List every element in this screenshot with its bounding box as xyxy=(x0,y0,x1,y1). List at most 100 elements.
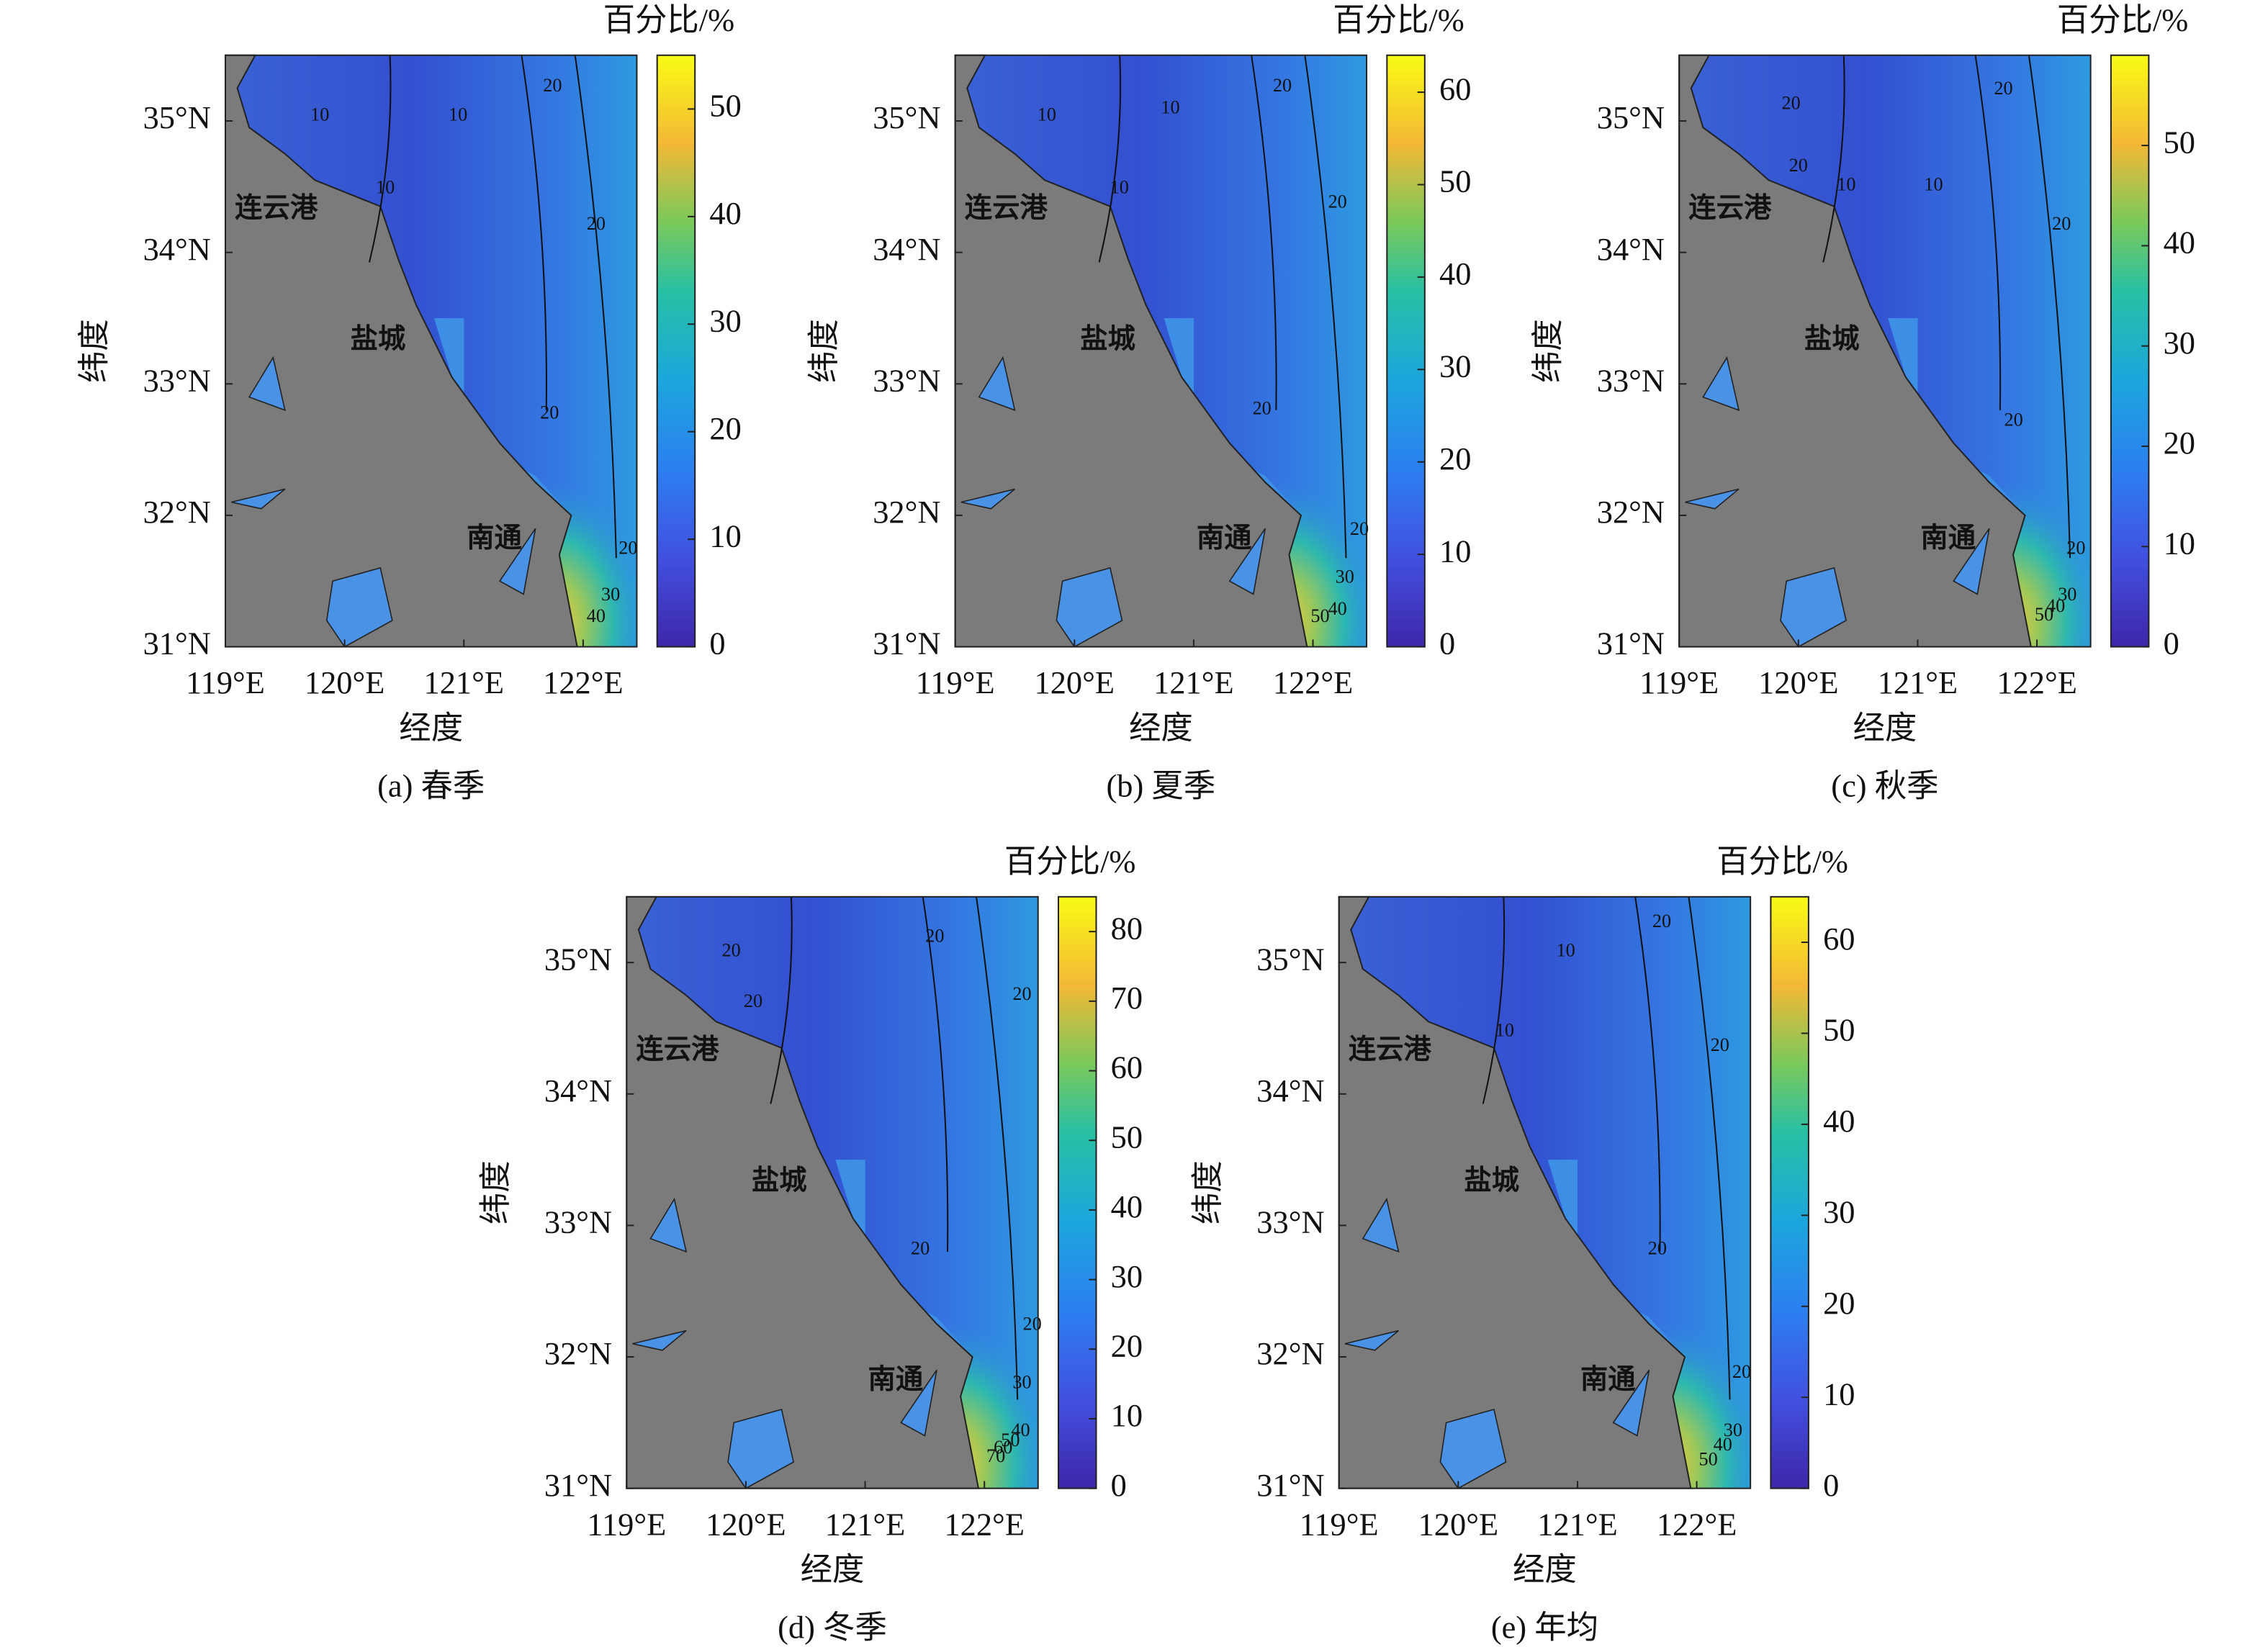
contour-label: 20 xyxy=(1648,1238,1667,1259)
colorbar-tick-label: 0 xyxy=(1439,626,1455,662)
contour-label: 10 xyxy=(1038,104,1056,125)
colorbar xyxy=(1386,54,1426,648)
contour-line xyxy=(976,896,1019,1400)
shallow-zone xyxy=(1164,317,1302,516)
contour-line xyxy=(922,896,949,1252)
y-axis-label: 纬度 xyxy=(1530,319,1566,383)
contour-label: 20 xyxy=(1732,1361,1751,1382)
y-axis-label: 纬度 xyxy=(477,1160,513,1224)
city-label: 南通 xyxy=(1920,523,1976,554)
colorbar-tick-label: 30 xyxy=(1439,348,1471,384)
colorbar-tick-label: 50 xyxy=(709,88,741,124)
contour-label: 70 xyxy=(986,1445,1005,1466)
land xyxy=(225,54,578,648)
contour-label: 10 xyxy=(1837,173,1855,194)
contour-label: 20 xyxy=(2052,213,2071,234)
y-axis-label: 纬度 xyxy=(1189,1160,1225,1224)
colorbar-tick-label: 10 xyxy=(1823,1376,1855,1412)
colorbar-tick-label: 50 xyxy=(1823,1012,1855,1048)
contour-label: 20 xyxy=(1023,1314,1042,1335)
y-tick-label: 33°N xyxy=(1597,362,1665,398)
land xyxy=(626,895,980,1489)
x-tick-label: 121°E xyxy=(1537,1506,1618,1542)
panel-caption: (d) 冬季 xyxy=(778,1610,887,1646)
contour-label: 20 xyxy=(1994,78,2012,99)
colorbar xyxy=(1770,895,1809,1489)
y-tick-label: 31°N xyxy=(873,626,940,662)
y-tick-label: 34°N xyxy=(544,1073,612,1109)
contour-label: 10 xyxy=(1557,940,1575,961)
city-label: 连云港 xyxy=(965,193,1048,224)
x-axis-label: 经度 xyxy=(1129,710,1193,746)
colorbar xyxy=(656,54,696,648)
contour-label: 20 xyxy=(1273,75,1292,96)
y-tick-label: 32°N xyxy=(1597,494,1665,530)
lake xyxy=(649,1197,688,1253)
city-label: 连云港 xyxy=(1688,193,1772,224)
lake xyxy=(900,1369,937,1437)
panel-caption: (b) 夏季 xyxy=(1107,768,1216,804)
contour-line xyxy=(369,55,392,263)
colorbar-tick-label: 70 xyxy=(1111,980,1143,1016)
colorbar-tick-label: 20 xyxy=(2164,425,2195,461)
city-label: 盐城 xyxy=(351,323,406,354)
contour-label: 10 xyxy=(1924,173,1943,194)
contour-label: 20 xyxy=(925,925,944,946)
colorbar-tick-label: 10 xyxy=(709,518,741,554)
contour-label: 30 xyxy=(2058,584,2076,605)
lake xyxy=(978,356,1016,412)
contour-label: 40 xyxy=(1011,1419,1030,1440)
x-tick-label: 119°E xyxy=(1300,1506,1379,1542)
y-tick-label: 31°N xyxy=(1597,626,1665,662)
contour-line xyxy=(2028,55,2071,559)
x-tick-label: 119°E xyxy=(1639,664,1719,700)
contour-label: 10 xyxy=(376,177,395,198)
colorbar-tick-label: 40 xyxy=(1111,1188,1143,1224)
contour-label: 20 xyxy=(744,990,762,1011)
colorbar-tick-label: 50 xyxy=(1111,1119,1143,1155)
contour-label: 10 xyxy=(1110,177,1129,198)
contour-label: 20 xyxy=(1012,983,1031,1004)
contour-label: 40 xyxy=(1714,1434,1732,1455)
lake xyxy=(1612,1369,1650,1437)
x-axis-label: 经度 xyxy=(399,710,463,746)
contour-line xyxy=(574,55,617,559)
x-tick-label: 121°E xyxy=(825,1506,906,1542)
land xyxy=(954,54,1308,648)
lake xyxy=(1344,1330,1400,1351)
city-label: 盐城 xyxy=(1464,1165,1519,1196)
colorbar-label: 百分比/% xyxy=(1004,844,1136,880)
contour-label: 10 xyxy=(449,104,467,125)
land xyxy=(1338,895,1692,1489)
city-label: 连云港 xyxy=(235,193,318,224)
axes-frame xyxy=(1678,54,2092,648)
contour-line xyxy=(521,55,547,410)
city-label: 连云港 xyxy=(636,1034,719,1065)
shallow-zone xyxy=(1547,1160,1686,1358)
lake xyxy=(498,528,536,595)
lake xyxy=(248,356,286,412)
x-tick-label: 121°E xyxy=(1878,664,1958,700)
x-tick-label: 119°E xyxy=(587,1506,666,1542)
contour-line xyxy=(1251,55,1277,410)
contour-label: 40 xyxy=(2046,595,2065,616)
y-axis-label: 纬度 xyxy=(76,319,112,383)
colorbar-tick-label: 20 xyxy=(1823,1285,1855,1321)
city-label: 南通 xyxy=(1197,523,1252,554)
colorbar-label: 百分比/% xyxy=(1333,1,1464,37)
lake xyxy=(632,1330,687,1351)
colorbar-tick-label: 30 xyxy=(709,302,741,338)
x-tick-label: 122°E xyxy=(1657,1506,1737,1542)
lake xyxy=(1953,528,1990,595)
contour-label: 50 xyxy=(1698,1448,1717,1469)
colorbar-tick-label: 40 xyxy=(709,195,741,231)
y-tick-label: 33°N xyxy=(143,362,211,398)
colorbar-tick-label: 40 xyxy=(2164,225,2195,261)
axes-frame xyxy=(1338,895,1752,1489)
colorbar-tick-label: 20 xyxy=(1111,1327,1143,1363)
lake xyxy=(1056,567,1123,648)
x-tick-label: 122°E xyxy=(1273,664,1353,700)
